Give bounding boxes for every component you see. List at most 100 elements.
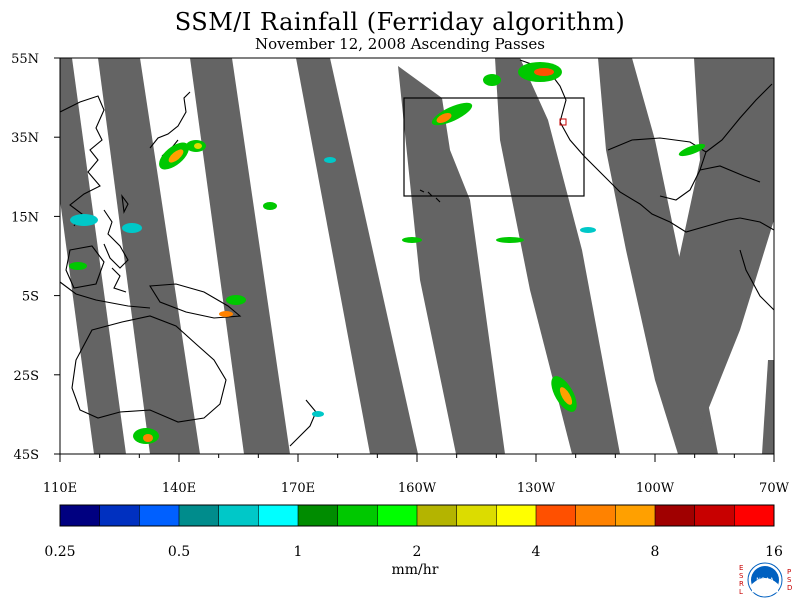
swath-gap — [670, 58, 774, 440]
colorbar-swatch — [536, 505, 577, 526]
svg-text:D: D — [787, 584, 792, 592]
colorbar-swatch — [139, 505, 180, 526]
us-east — [705, 83, 773, 153]
rain-patch — [534, 68, 554, 76]
map-title: SSM/I Rainfall (Ferriday algorithm) — [174, 8, 626, 36]
colorbar: 0.25 0.5 1 2 4 8 16 — [44, 504, 783, 560]
hawaii — [419, 189, 441, 203]
colorbar-swatch — [179, 505, 220, 526]
rain-patch — [496, 237, 524, 243]
lon-tick-label: 170E — [281, 481, 315, 496]
lon-tick-label: 100W — [636, 481, 675, 496]
rain-patch — [312, 411, 324, 417]
colorbar-swatch — [99, 505, 140, 526]
rain-patch — [436, 113, 452, 123]
analysis-region-box — [403, 97, 585, 197]
colorbar-label: 2 — [413, 544, 422, 560]
new-zealand — [289, 399, 317, 447]
lat-tick-label: 5S — [22, 290, 39, 305]
rain-patch — [219, 311, 233, 317]
central-america — [669, 217, 741, 233]
colorbar-label: 16 — [765, 544, 783, 560]
latitude-axis: 55N 35N 15N 5S 25S 45S — [11, 52, 60, 463]
svg-text:P: P — [787, 568, 791, 576]
rain-patch — [70, 214, 98, 226]
colorbar-swatch — [218, 505, 259, 526]
svg-text:S: S — [787, 576, 792, 584]
rain-patch — [143, 434, 153, 442]
longitude-axis: 110E 140E 170E 160W 130W 100W 70W — [43, 454, 790, 496]
philippines — [103, 209, 129, 269]
colorbar-swatch — [615, 505, 656, 526]
rain-patch — [194, 143, 202, 149]
asia-coast — [60, 95, 105, 227]
colorbar-label: 4 — [532, 544, 541, 560]
noaa-wordmark: NOAA — [756, 577, 774, 584]
map-subtitle: November 12, 2008 Ascending Passes — [255, 35, 545, 53]
swath-gap — [495, 58, 620, 454]
svg-text:E: E — [739, 564, 743, 572]
colorbar-label: 0.5 — [168, 544, 190, 560]
rain-patch — [122, 223, 142, 233]
site-marker — [559, 118, 567, 126]
colorbar-label: 1 — [294, 544, 303, 560]
colorbar-swatch — [575, 505, 616, 526]
rain-patch — [559, 387, 573, 405]
swath-gap — [190, 58, 290, 454]
rain-patch — [324, 157, 336, 163]
lat-tick-label: 35N — [11, 131, 39, 146]
map-panel — [60, 58, 774, 454]
lat-tick-label: 15N — [11, 210, 39, 225]
svg-text:R: R — [739, 580, 744, 588]
rain-patch — [168, 149, 184, 163]
australia — [71, 315, 227, 423]
swath-gap — [60, 58, 126, 454]
new-guinea — [149, 283, 242, 319]
lat-tick-label: 25S — [14, 369, 39, 384]
colorbar-swatch — [298, 505, 339, 526]
rain-patch — [580, 227, 596, 233]
svg-text:L: L — [739, 588, 743, 596]
colorbar-swatch — [496, 505, 537, 526]
taiwan — [121, 194, 129, 214]
rain-patch — [226, 295, 246, 305]
sulawesi — [111, 267, 127, 293]
colorbar-label: 8 — [651, 544, 660, 560]
rain-patch — [678, 143, 706, 157]
colorbar-swatch — [417, 505, 458, 526]
colorbar-unit: mm/hr — [392, 562, 439, 578]
coastlines — [60, 59, 774, 447]
colorbar-swatch — [694, 505, 735, 526]
svg-text:S: S — [739, 572, 744, 580]
north-america-west — [519, 59, 671, 223]
rain-patch — [69, 262, 87, 270]
psd-letters: PSD — [787, 568, 792, 592]
lon-tick-label: 140E — [162, 481, 196, 496]
lon-tick-label: 110E — [43, 481, 77, 496]
lon-tick-label: 130W — [517, 481, 556, 496]
lat-tick-label: 45S — [14, 448, 39, 463]
lat-tick-label: 55N — [11, 52, 39, 67]
south-america — [739, 217, 774, 311]
colorbar-swatch — [337, 505, 378, 526]
lon-tick-label: 160W — [398, 481, 437, 496]
swath-gaps — [60, 58, 774, 454]
colorbar-swatch — [655, 505, 696, 526]
colorbar-swatch — [258, 505, 299, 526]
colorbar-swatch — [456, 505, 497, 526]
colorbar-swatch — [377, 505, 418, 526]
colorbar-swatch — [60, 505, 101, 526]
borneo — [65, 245, 105, 289]
swath-gap — [296, 58, 418, 454]
cuba — [699, 165, 761, 183]
colorbar-swatch — [734, 505, 775, 526]
swath-gap — [762, 360, 774, 454]
rain-patches — [69, 62, 706, 444]
rain-patch — [402, 237, 422, 243]
sumatra-java — [60, 281, 151, 309]
swath-gap — [98, 58, 200, 454]
rain-patch — [483, 74, 501, 86]
